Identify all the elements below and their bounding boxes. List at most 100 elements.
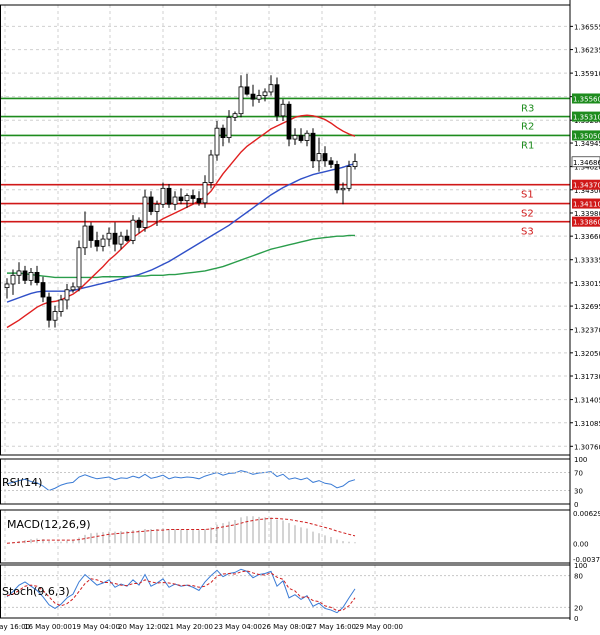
candle-body-28 bbox=[172, 196, 178, 205]
level-name-s3: S3 bbox=[521, 227, 534, 238]
candle-body-27 bbox=[166, 187, 172, 205]
candle-25 bbox=[154, 200, 160, 227]
candle-11 bbox=[70, 282, 76, 293]
candle-14 bbox=[88, 222, 94, 248]
candle-body-18 bbox=[112, 232, 118, 245]
candle-24 bbox=[148, 191, 154, 216]
candle-body-21 bbox=[130, 219, 136, 241]
macd-title: MACD(12,26,9) bbox=[7, 518, 91, 531]
time-tick-3: 20 May 12:00 bbox=[118, 623, 166, 631]
candle-body-16 bbox=[100, 238, 106, 247]
candle-23 bbox=[142, 189, 148, 232]
candle-body-25 bbox=[154, 203, 160, 212]
level-price-tag-s3 bbox=[572, 216, 600, 227]
candle-body-32 bbox=[196, 198, 202, 204]
level-price-tag-s1 bbox=[572, 179, 600, 190]
candle-45 bbox=[274, 77, 280, 121]
candle-body-49 bbox=[298, 135, 304, 141]
level-price-s1: 1.34370 bbox=[573, 182, 600, 190]
candle-28 bbox=[172, 191, 178, 211]
candle-body-37 bbox=[226, 116, 232, 139]
candle-42 bbox=[256, 89, 262, 103]
candle-body-6 bbox=[40, 282, 46, 298]
level-price-tag-r2 bbox=[572, 111, 600, 122]
time-tick-5: 23 May 04:00 bbox=[214, 623, 262, 631]
candle-20 bbox=[124, 229, 130, 242]
rsi-tick-3: 0 bbox=[574, 501, 578, 509]
candle-body-42 bbox=[256, 95, 262, 100]
level-name-r1: R1 bbox=[521, 140, 534, 151]
candle-body-52 bbox=[316, 153, 322, 162]
candle-9 bbox=[58, 294, 64, 317]
price-tick-0: 1.36555 bbox=[574, 23, 600, 31]
time-tick-8: 29 May 00:00 bbox=[355, 623, 403, 631]
level-labels: R3 1.35560 R2 1.35310 R1 1.35050 S1 1.34370 S2 1.… bbox=[521, 93, 600, 238]
level-name-r2: R2 bbox=[521, 122, 534, 133]
candle-body-44 bbox=[268, 84, 274, 93]
candle-body-12 bbox=[76, 247, 82, 288]
candle-body-26 bbox=[160, 187, 166, 205]
level-price-r1: 1.35050 bbox=[573, 132, 600, 140]
price-tick-18: 1.30760 bbox=[574, 443, 600, 451]
level-price-tag-r3 bbox=[572, 93, 600, 104]
candle-body-51 bbox=[310, 132, 316, 162]
sr-levels bbox=[0, 97, 570, 223]
candle-body-8 bbox=[52, 311, 58, 321]
candle-body-22 bbox=[136, 219, 142, 228]
stoch-main-line bbox=[6, 568, 356, 614]
candle-body-41 bbox=[250, 93, 256, 100]
candle-body-5 bbox=[34, 271, 40, 283]
candle-41 bbox=[250, 84, 256, 107]
candle-body-34 bbox=[208, 154, 214, 183]
candle-30 bbox=[184, 193, 190, 208]
rsi-tick-1: 70 bbox=[574, 470, 583, 478]
price-tick-1: 1.36235 bbox=[574, 47, 600, 55]
candle-body-33 bbox=[202, 182, 208, 204]
candle-38 bbox=[232, 111, 238, 121]
candle-body-20 bbox=[124, 235, 130, 241]
candle-15 bbox=[94, 231, 100, 252]
price-tick-16: 1.31405 bbox=[574, 397, 600, 405]
candle-0 bbox=[4, 278, 10, 299]
level-name-r3: R3 bbox=[521, 103, 534, 114]
candle-body-13 bbox=[82, 225, 88, 249]
current-price-label: 1.34686 bbox=[573, 159, 600, 167]
price-tick-7: 1.34300 bbox=[574, 187, 600, 195]
ma-slow-line bbox=[7, 234, 355, 279]
rsi-tick-0: 100 bbox=[574, 456, 587, 464]
candle-51 bbox=[310, 128, 316, 169]
price-tick-9: 1.33660 bbox=[574, 233, 600, 241]
grid bbox=[0, 5, 570, 618]
rsi-tick-2: 30 bbox=[574, 488, 583, 496]
candle-18 bbox=[112, 222, 118, 252]
candle-10 bbox=[64, 283, 70, 310]
price-tick-11: 1.33015 bbox=[574, 280, 600, 288]
candle-body-31 bbox=[190, 195, 196, 199]
candle-body-29 bbox=[178, 196, 184, 202]
stoch-tick-1: 80 bbox=[574, 573, 583, 581]
candle-3 bbox=[22, 265, 28, 284]
level-name-s2: S2 bbox=[521, 209, 534, 220]
candle-body-39 bbox=[238, 86, 244, 115]
candle-body-54 bbox=[328, 160, 334, 165]
candle-12 bbox=[76, 240, 82, 292]
candle-body-55 bbox=[334, 164, 340, 191]
candle-33 bbox=[202, 175, 208, 208]
candle-body-45 bbox=[274, 84, 280, 117]
candle-48 bbox=[292, 128, 298, 145]
candle-2 bbox=[16, 262, 22, 284]
level-price-r3: 1.35560 bbox=[573, 95, 600, 103]
candle-body-38 bbox=[232, 113, 238, 118]
candle-49 bbox=[298, 128, 304, 143]
candle-57 bbox=[346, 160, 352, 192]
time-tick-1: 16 May 00:00 bbox=[24, 623, 72, 631]
price-tick-5: 1.34945 bbox=[574, 140, 600, 148]
candle-body-48 bbox=[292, 135, 298, 140]
candle-17 bbox=[106, 227, 112, 247]
candle-body-10 bbox=[64, 289, 70, 301]
candle-body-36 bbox=[220, 127, 226, 139]
candle-body-58 bbox=[352, 161, 358, 167]
level-name-s1: S1 bbox=[521, 190, 534, 201]
price-tick-13: 1.32370 bbox=[574, 327, 600, 335]
